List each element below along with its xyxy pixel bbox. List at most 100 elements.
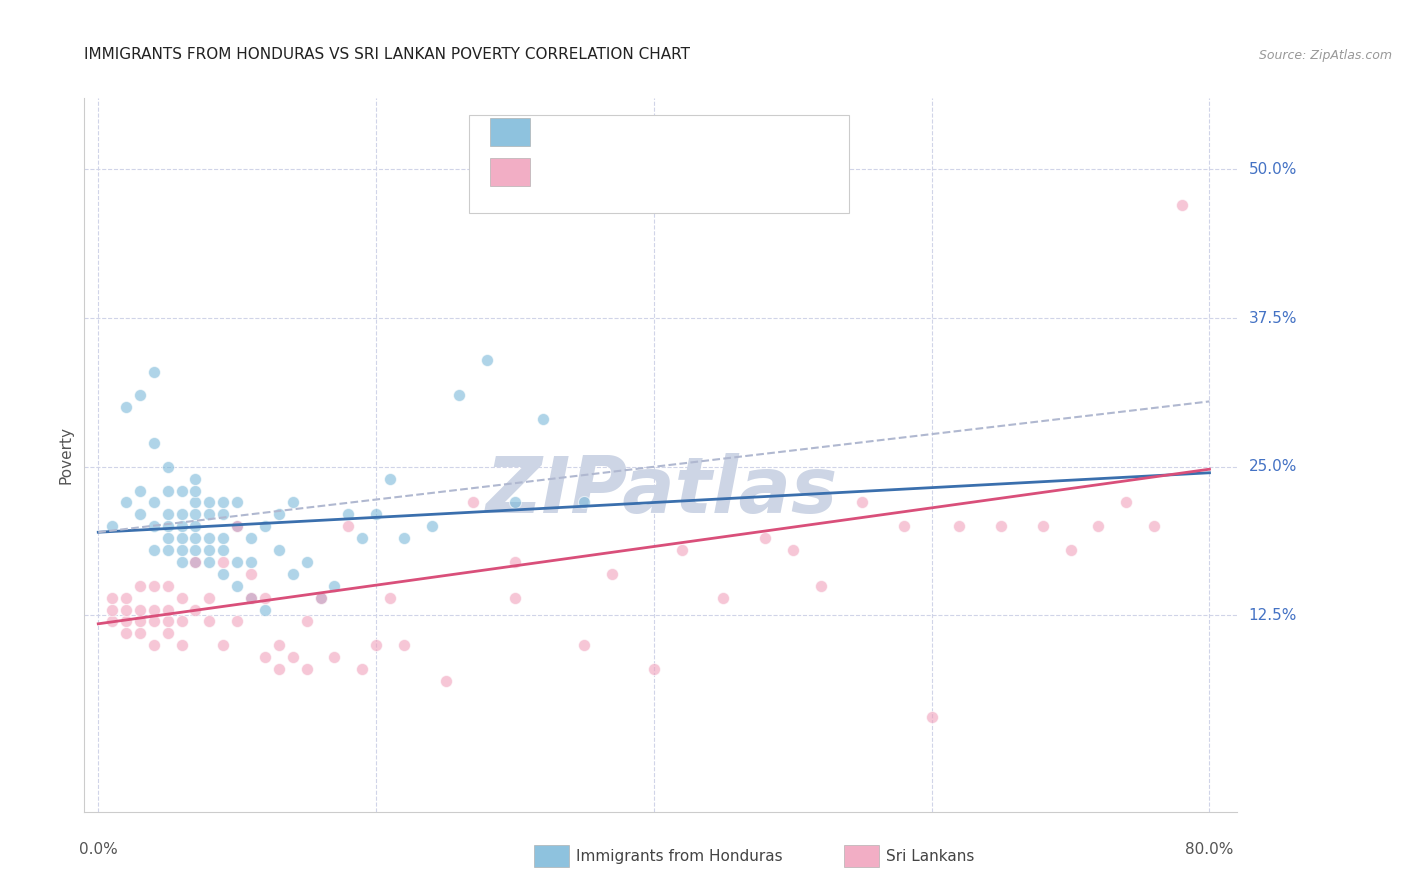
Point xyxy=(115,591,138,605)
Point xyxy=(1059,543,1081,558)
Point xyxy=(184,531,207,545)
Point xyxy=(212,508,235,522)
Point xyxy=(309,591,332,605)
Point xyxy=(226,555,249,569)
Point xyxy=(600,566,623,581)
Text: N =: N = xyxy=(650,164,696,182)
Text: 68: 68 xyxy=(699,124,721,142)
Point xyxy=(267,662,290,676)
Point xyxy=(142,638,165,652)
Point xyxy=(253,591,276,605)
Text: IMMIGRANTS FROM HONDURAS VS SRI LANKAN POVERTY CORRELATION CHART: IMMIGRANTS FROM HONDURAS VS SRI LANKAN P… xyxy=(84,47,690,62)
Point xyxy=(198,555,221,569)
Point xyxy=(142,579,165,593)
Point xyxy=(337,508,360,522)
Point xyxy=(129,602,152,616)
Point xyxy=(352,531,374,545)
Point xyxy=(170,615,193,629)
Point xyxy=(240,566,263,581)
Point xyxy=(184,495,207,509)
Point xyxy=(240,531,263,545)
Point xyxy=(129,626,152,640)
Text: 25.0%: 25.0% xyxy=(1249,459,1296,475)
Point xyxy=(643,662,665,676)
Point xyxy=(309,591,332,605)
Point xyxy=(420,519,443,533)
Point xyxy=(184,543,207,558)
Point xyxy=(352,662,374,676)
Point xyxy=(226,519,249,533)
Text: R =: R = xyxy=(544,164,579,182)
Point xyxy=(893,519,915,533)
Point xyxy=(142,602,165,616)
Point xyxy=(1087,519,1109,533)
Point xyxy=(170,555,193,569)
Point xyxy=(184,508,207,522)
Point xyxy=(378,591,401,605)
Point xyxy=(240,591,263,605)
Point xyxy=(212,555,235,569)
Point xyxy=(503,591,526,605)
Point xyxy=(115,615,138,629)
Point xyxy=(921,709,943,723)
Text: Source: ZipAtlas.com: Source: ZipAtlas.com xyxy=(1258,49,1392,62)
Point xyxy=(281,495,304,509)
Point xyxy=(115,495,138,509)
Text: 80.0%: 80.0% xyxy=(1185,842,1233,857)
Point xyxy=(198,508,221,522)
Point xyxy=(754,531,776,545)
Point xyxy=(1170,198,1192,212)
Point xyxy=(198,591,221,605)
Point xyxy=(156,626,179,640)
Text: ZIPatlas: ZIPatlas xyxy=(485,452,837,529)
Point xyxy=(156,459,179,474)
Point xyxy=(295,555,318,569)
Point xyxy=(253,519,276,533)
Text: 37.5%: 37.5% xyxy=(1249,310,1296,326)
Point xyxy=(267,508,290,522)
Point xyxy=(184,555,207,569)
Point xyxy=(101,591,124,605)
Point xyxy=(253,602,276,616)
Point xyxy=(142,436,165,450)
Point xyxy=(101,615,124,629)
Point xyxy=(392,531,415,545)
Point xyxy=(574,495,596,509)
Text: 0.134: 0.134 xyxy=(586,124,638,142)
Point xyxy=(281,566,304,581)
Point xyxy=(156,602,179,616)
Point xyxy=(184,519,207,533)
Point xyxy=(142,519,165,533)
Point xyxy=(503,555,526,569)
Text: 50.0%: 50.0% xyxy=(1249,162,1296,177)
Point xyxy=(503,495,526,509)
Text: Immigrants from Honduras: Immigrants from Honduras xyxy=(576,849,783,863)
Point xyxy=(142,365,165,379)
Point xyxy=(364,638,387,652)
Point xyxy=(184,483,207,498)
Point xyxy=(212,638,235,652)
Point xyxy=(198,615,221,629)
Point xyxy=(156,615,179,629)
Point xyxy=(267,638,290,652)
Point xyxy=(990,519,1012,533)
Point xyxy=(212,543,235,558)
Y-axis label: Poverty: Poverty xyxy=(58,425,73,484)
Point xyxy=(337,519,360,533)
Point xyxy=(170,531,193,545)
Point xyxy=(115,401,138,415)
Point xyxy=(170,508,193,522)
Point xyxy=(378,472,401,486)
Point xyxy=(156,508,179,522)
Point xyxy=(1115,495,1137,509)
Point xyxy=(267,543,290,558)
Point xyxy=(129,508,152,522)
Point xyxy=(198,495,221,509)
Point xyxy=(170,483,193,498)
Point xyxy=(142,543,165,558)
Point xyxy=(212,566,235,581)
Point xyxy=(574,638,596,652)
Point xyxy=(129,388,152,402)
Point xyxy=(142,615,165,629)
Point xyxy=(198,543,221,558)
